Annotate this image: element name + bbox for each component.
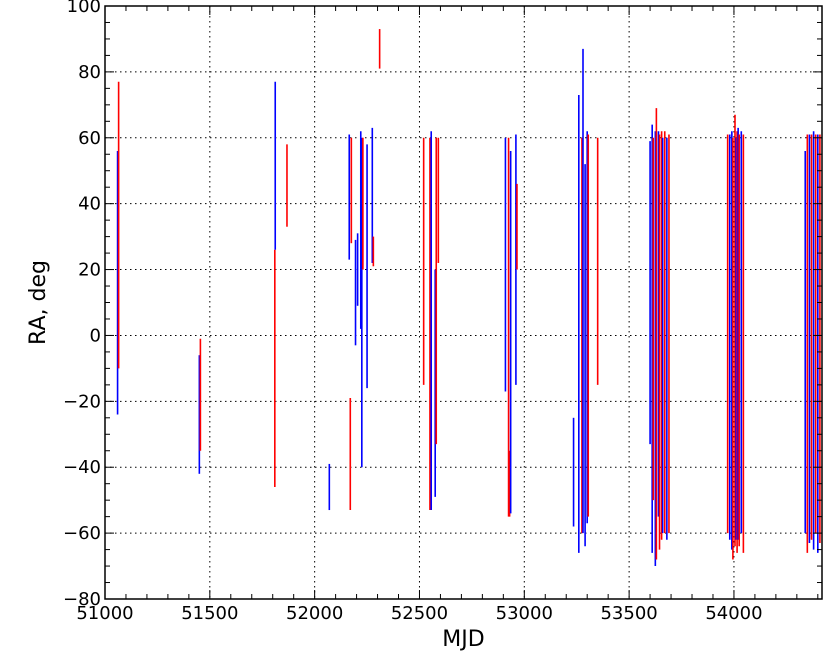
- x-tick-label: 51000: [76, 603, 133, 624]
- x-tick-label: 52500: [391, 603, 448, 624]
- data-segments: [116, 29, 821, 567]
- y-tick-label: 60: [78, 128, 101, 149]
- y-tick-label: 0: [90, 325, 101, 346]
- y-tick-label: 80: [78, 62, 101, 83]
- y-tick-label: 40: [78, 194, 101, 215]
- x-tick-label: 53000: [496, 603, 553, 624]
- x-tick-label: 51500: [181, 603, 238, 624]
- y-tick-label: −80: [63, 589, 101, 610]
- x-tick-label: 53500: [600, 603, 657, 624]
- plot-frame: [104, 5, 823, 600]
- tick-labels: 51000 51500 52000 52500 53000 53500 54000 −80 −6…: [63, 0, 763, 624]
- y-tick-label: 100: [67, 0, 101, 17]
- grid-lines: [105, 6, 822, 599]
- x-axis-label: MJD: [442, 627, 484, 652]
- x-tick-label: 52000: [286, 603, 343, 624]
- y-tick-label: −60: [63, 523, 101, 544]
- x-tick-label: 54000: [705, 603, 762, 624]
- axis-ticks: [104, 5, 822, 600]
- y-tick-label: −40: [63, 457, 101, 478]
- y-tick-label: −20: [63, 391, 101, 412]
- y-tick-label: 20: [78, 260, 101, 281]
- y-axis-label: RA, deg: [26, 260, 51, 345]
